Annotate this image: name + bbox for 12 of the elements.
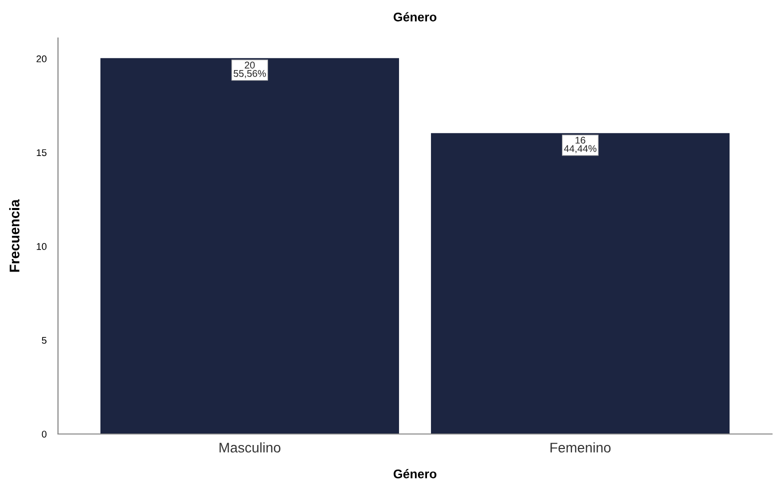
data-label: 16 44,44%: [564, 136, 596, 154]
y-tick-label: 15: [36, 149, 46, 156]
x-tick-label: Masculino: [220, 442, 280, 453]
y-tick-label: 20: [36, 55, 47, 62]
chart-title: Género: [394, 12, 436, 22]
y-tick-label: 10: [36, 243, 47, 250]
y-axis-title: Frecuencia: [9, 199, 20, 272]
y-tick-label: 5: [42, 336, 46, 344]
x-axis-title: Género: [394, 469, 436, 478]
y-tick-label: 0: [42, 430, 47, 438]
data-label: 20 55,56%: [234, 62, 266, 78]
x-tick-label: Femenino: [550, 442, 611, 453]
